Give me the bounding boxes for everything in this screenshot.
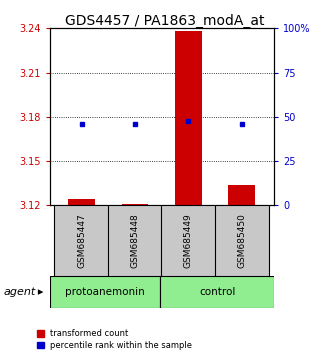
Bar [68, 199, 95, 205]
Text: control: control [199, 287, 235, 297]
Bar [161, 205, 215, 276]
Bar [160, 276, 274, 308]
Text: agent: agent [3, 287, 36, 297]
Text: GSM685448: GSM685448 [130, 213, 140, 268]
Bar [175, 31, 202, 205]
Bar [228, 185, 255, 205]
Text: GSM685450: GSM685450 [237, 213, 246, 268]
Bar [214, 205, 269, 276]
Bar [122, 204, 148, 205]
Text: GSM685447: GSM685447 [77, 213, 86, 268]
Bar [54, 205, 109, 276]
Text: GDS4457 / PA1863_modA_at: GDS4457 / PA1863_modA_at [65, 14, 265, 28]
Text: protoanemonin: protoanemonin [65, 287, 145, 297]
Bar [50, 276, 160, 308]
Bar [108, 205, 162, 276]
Legend: transformed count, percentile rank within the sample: transformed count, percentile rank withi… [37, 329, 192, 350]
Text: GSM685449: GSM685449 [184, 213, 193, 268]
